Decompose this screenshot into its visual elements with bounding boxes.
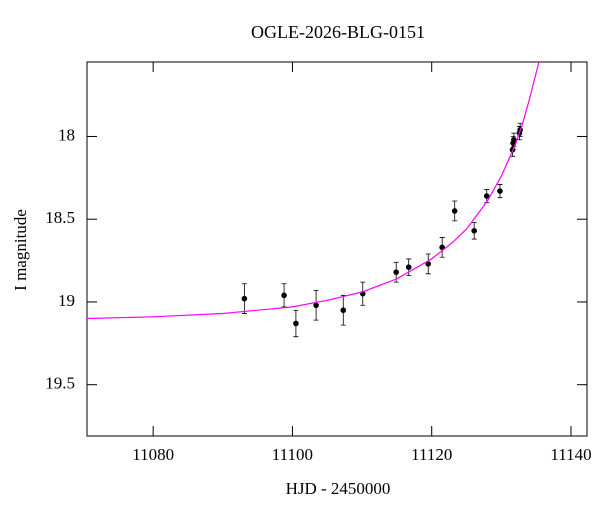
data-point: [393, 269, 399, 275]
y-tick-label: 18: [58, 125, 75, 144]
y-axis-label: I magnitude: [11, 209, 30, 291]
x-tick-label: 11080: [132, 445, 174, 464]
model-curve: [87, 62, 540, 320]
data-point: [497, 188, 503, 194]
data-point: [340, 307, 347, 314]
y-tick-label: 18.5: [45, 208, 75, 227]
data-point: [483, 193, 490, 199]
x-tick-label: 11120: [411, 445, 452, 464]
data-point: [511, 136, 517, 143]
x-axis-label: HJD - 2450000: [286, 479, 391, 498]
chart-title: OGLE-2026-BLG-0151: [251, 22, 425, 42]
x-tick-label: 11140: [550, 445, 591, 464]
data-point: [281, 292, 287, 299]
y-tick-label: 19.5: [45, 374, 75, 393]
data-point: [313, 302, 319, 309]
data-point: [439, 244, 445, 251]
data-point: [471, 227, 477, 234]
y-tick-label: 19: [58, 291, 75, 310]
plot-frame: [86, 61, 588, 437]
data-point: [405, 264, 412, 271]
data-point: [241, 295, 248, 302]
data-point: [293, 320, 299, 327]
x-tick-label: 11100: [272, 445, 313, 464]
data-point: [425, 261, 432, 267]
data-point: [451, 208, 458, 214]
